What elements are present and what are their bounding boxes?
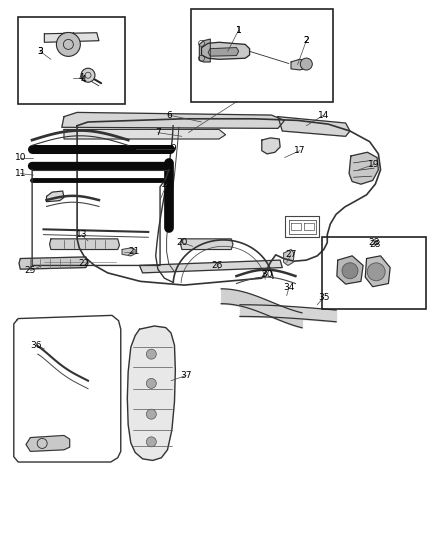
- Circle shape: [300, 58, 312, 70]
- Text: 4: 4: [79, 74, 84, 83]
- Text: 14: 14: [318, 110, 329, 119]
- Polygon shape: [180, 239, 233, 249]
- Circle shape: [146, 409, 156, 419]
- Text: 20: 20: [176, 238, 187, 247]
- Text: 3: 3: [37, 47, 43, 56]
- Polygon shape: [262, 138, 280, 154]
- Text: 12: 12: [161, 180, 172, 189]
- Polygon shape: [140, 260, 283, 273]
- Polygon shape: [337, 256, 363, 284]
- Polygon shape: [208, 47, 239, 56]
- Text: 9: 9: [170, 144, 176, 153]
- Text: 28: 28: [368, 238, 380, 247]
- Text: 3: 3: [37, 47, 43, 56]
- Text: 1: 1: [236, 26, 241, 35]
- Polygon shape: [64, 130, 226, 139]
- Text: 2: 2: [304, 36, 309, 45]
- Bar: [191, 9, 332, 102]
- Text: 21: 21: [128, 247, 140, 256]
- Circle shape: [342, 263, 358, 279]
- Text: 6: 6: [166, 110, 172, 119]
- Bar: [18, 17, 125, 104]
- Polygon shape: [365, 256, 390, 287]
- Text: 7: 7: [155, 128, 161, 137]
- Polygon shape: [46, 191, 64, 201]
- Circle shape: [81, 68, 95, 82]
- Text: 37: 37: [180, 371, 192, 380]
- Text: 11: 11: [14, 169, 26, 178]
- Text: 28: 28: [370, 240, 381, 249]
- Polygon shape: [44, 33, 99, 42]
- Bar: [321, 237, 426, 309]
- Polygon shape: [122, 248, 135, 256]
- Circle shape: [146, 378, 156, 389]
- Text: 22: 22: [78, 260, 89, 268]
- Polygon shape: [284, 249, 294, 265]
- Text: 1: 1: [236, 26, 241, 35]
- Polygon shape: [278, 117, 350, 136]
- Text: 2: 2: [304, 36, 309, 45]
- Text: 35: 35: [318, 293, 329, 302]
- Text: 30: 30: [261, 270, 273, 279]
- Text: 17: 17: [294, 146, 306, 155]
- Polygon shape: [201, 42, 250, 59]
- Text: 19: 19: [368, 160, 380, 169]
- Circle shape: [367, 263, 385, 281]
- Text: 13: 13: [76, 230, 87, 239]
- Polygon shape: [127, 326, 175, 461]
- Text: 10: 10: [14, 153, 26, 162]
- Polygon shape: [349, 152, 378, 184]
- Text: 25: 25: [25, 266, 36, 275]
- Text: 36: 36: [31, 341, 42, 350]
- Polygon shape: [19, 257, 88, 269]
- Circle shape: [146, 437, 156, 447]
- Polygon shape: [26, 435, 70, 451]
- Polygon shape: [49, 239, 120, 249]
- Text: 4: 4: [81, 75, 86, 84]
- Polygon shape: [291, 59, 304, 70]
- Polygon shape: [62, 112, 285, 128]
- Circle shape: [57, 33, 80, 56]
- Text: 26: 26: [211, 261, 223, 270]
- Text: 27: 27: [285, 251, 297, 260]
- Circle shape: [146, 349, 156, 359]
- Polygon shape: [199, 39, 210, 62]
- Text: 34: 34: [283, 283, 294, 292]
